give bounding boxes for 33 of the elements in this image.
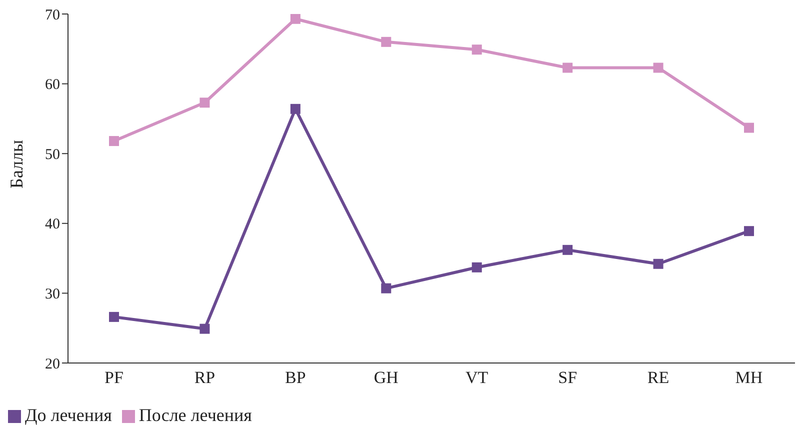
x-tick-label: SF bbox=[558, 368, 578, 388]
point bbox=[290, 14, 300, 24]
legend-label: После лечения bbox=[138, 405, 252, 425]
x-tick-label: BP bbox=[285, 368, 306, 388]
point bbox=[109, 312, 119, 322]
point bbox=[562, 244, 573, 255]
point bbox=[472, 44, 482, 55]
y-tick-label: 50 bbox=[45, 146, 60, 163]
point bbox=[200, 324, 210, 334]
point bbox=[109, 136, 119, 146]
point bbox=[381, 36, 392, 47]
x-tick-label: PF bbox=[104, 368, 124, 388]
point bbox=[744, 122, 754, 133]
point bbox=[290, 104, 300, 114]
legend-label: До лечения bbox=[25, 405, 112, 425]
point bbox=[744, 226, 754, 236]
point bbox=[653, 258, 664, 269]
x-tick-label: RE bbox=[647, 368, 670, 388]
x-tick-label: VT bbox=[466, 368, 489, 388]
point bbox=[381, 283, 392, 294]
y-tick-label: 60 bbox=[45, 77, 60, 94]
point bbox=[562, 62, 573, 73]
x-tick-label: GH bbox=[374, 368, 398, 388]
y-tick-label: 20 bbox=[45, 356, 60, 372]
point bbox=[472, 262, 482, 272]
point bbox=[653, 62, 664, 73]
point bbox=[200, 98, 210, 108]
y-tick-label: 70 bbox=[45, 7, 60, 24]
y-tick-label: 30 bbox=[45, 286, 60, 303]
y-tick-label: 40 bbox=[45, 216, 60, 233]
x-tick-label: RP bbox=[194, 368, 216, 388]
y-axis-title: Баллы bbox=[6, 140, 26, 188]
x-tick-label: MH bbox=[735, 368, 763, 388]
